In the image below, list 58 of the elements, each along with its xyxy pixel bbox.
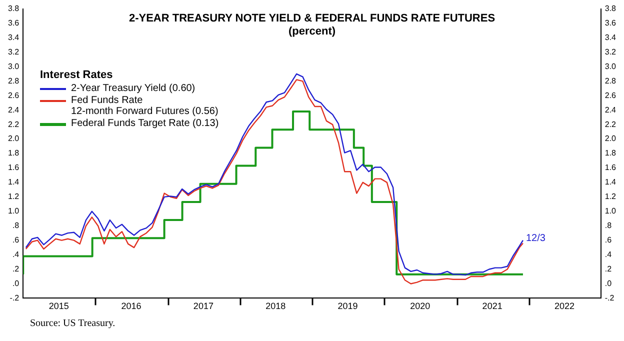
y2-tick-label: 2.4	[604, 105, 617, 114]
x-tick-label: 2020	[410, 301, 430, 312]
chart-title: 2-YEAR TREASURY NOTE YIELD & FEDERAL FUNDS RATE FUTURES	[128, 12, 496, 24]
y-tick-label: 3.6	[8, 18, 20, 28]
y-tick-label: .6	[12, 236, 20, 245]
y2-tick-label: 1.0	[604, 206, 617, 216]
y2-tick-label: 3.6	[604, 18, 617, 28]
x-tick-label: 2016	[121, 301, 142, 312]
source-note: Source: US Treasury.	[30, 318, 116, 329]
y2-tick-label: 2.2	[604, 120, 617, 129]
annotation: 12/3	[526, 233, 546, 244]
legend-label: Federal Funds Target Rate (0.13)	[71, 118, 219, 129]
y2-tick-label: 1.6	[604, 163, 617, 172]
y2-tick-label: .4	[604, 250, 612, 259]
y-tick-label: 3.0	[8, 62, 20, 71]
y2-tick-label: 1.4	[604, 178, 617, 187]
y-tick-label: 1.8	[8, 148, 20, 158]
legend-label: 2-Year Treasury Yield (0.60)	[71, 83, 196, 94]
x-tick-label: 2022	[554, 301, 575, 312]
y-tick-label: .0	[12, 278, 20, 288]
y-tick-label: 2.6	[8, 90, 20, 100]
x-tick-label: 2019	[338, 301, 358, 312]
y-tick-label: 1.6	[8, 163, 20, 172]
y2-tick-label: 2.6	[604, 90, 617, 100]
y-tick-label: 2.0	[8, 134, 20, 144]
y2-tick-label: -.2	[604, 293, 615, 302]
y-tick-label: .2	[12, 264, 20, 274]
y2-tick-label: 3.0	[604, 62, 617, 71]
y-tick-label: -.2	[10, 293, 20, 302]
y2-tick-label: 3.8	[604, 4, 617, 14]
y2-tick-label: 2.8	[604, 76, 617, 86]
y2-tick-label: 1.8	[604, 148, 617, 158]
y2-tick-label: .0	[604, 278, 612, 288]
y2-tick-label: 1.2	[604, 192, 617, 202]
legend-label: Fed Funds Rate 12-month Forward Futures (0.56)	[71, 95, 218, 117]
y-tick-label: 3.2	[8, 47, 20, 56]
y2-tick-label: 2.0	[604, 134, 617, 144]
x-tick-label: 2015	[48, 301, 69, 312]
y2-tick-label: .6	[604, 236, 612, 245]
y2-tick-label: 3.4	[604, 32, 617, 42]
y-tick-label: 2.8	[8, 76, 20, 86]
y2-tick-label: 3.2	[604, 47, 617, 56]
y-tick-label: 3.8	[8, 4, 20, 14]
text: (percent)	[288, 25, 336, 38]
y-tick-label: 1.2	[8, 192, 20, 202]
y-tick-label: 1.4	[8, 178, 20, 187]
y-tick-label: 2.2	[8, 120, 20, 129]
y-tick-label: 1.0	[8, 206, 20, 216]
legend-title: Interest Rates	[40, 69, 114, 81]
y2-tick-label: .8	[604, 221, 612, 230]
y2-tick-label: .2	[604, 264, 612, 274]
y-tick-label: .4	[12, 250, 20, 259]
y-tick-label: 2.4	[8, 105, 20, 114]
y-tick-label: .8	[12, 221, 20, 230]
x-tick-label: 2017	[193, 301, 214, 312]
x-tick-label: 2018	[266, 301, 286, 312]
y-tick-label: 3.4	[8, 32, 20, 42]
x-tick-label: 2021	[482, 301, 502, 312]
